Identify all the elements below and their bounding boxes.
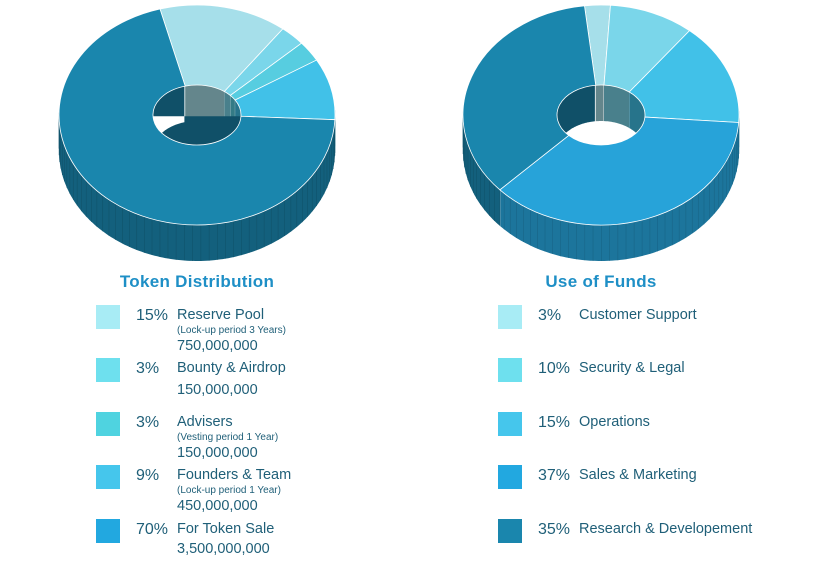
legend-label: Advisers [177,414,233,430]
legend-amount: 3,500,000,000 [177,541,270,557]
legend-label: Sales & Marketing [579,467,697,483]
legend-percent: 35% [538,521,571,538]
legend-swatch [498,358,522,382]
legend-swatch [96,358,120,382]
legend-percent: 15% [538,414,571,431]
legend-label: For Token Sale [177,521,275,537]
legend-swatch [498,465,522,489]
slice-research-developement [462,5,597,191]
legend-amount: 450,000,000 [177,498,258,514]
slice-security-legal-inner [604,85,629,128]
legend-percent: 15% [136,307,169,324]
legend-label: Research & Developement [579,521,753,537]
legend-percent: 10% [538,360,571,377]
legend-swatch [96,465,120,489]
slice-sales-marketing [499,116,740,226]
legend-label: Customer Support [579,307,697,323]
legend-label: Reserve Pool [177,307,265,323]
token-distribution-donut [58,4,336,261]
slice-reserve-pool [159,4,284,93]
legend-percent: 9% [136,467,160,484]
slice-for-token-sale-side [59,110,335,261]
legend-percent: 3% [136,360,160,377]
legend-swatch [498,305,522,329]
legend-note: (Lock-up period 3 Years) [177,325,286,336]
legend-swatch [96,305,120,329]
slice-research-developement-inner [557,85,595,153]
legend-percent: 70% [136,521,169,538]
use-of-funds-donut [462,4,740,261]
token-distribution-title: Token Distribution [119,272,275,291]
legend-amount: 150,000,000 [177,382,258,398]
slice-research-developement-side [463,111,500,226]
legend-swatch [498,412,522,436]
slice-customer-support-inner [595,85,604,122]
legend-amount: 150,000,000 [177,445,258,461]
slice-for-token-sale [58,8,336,226]
legend-percent: 3% [538,307,562,324]
legend-note: (Vesting period 1 Year) [177,432,279,443]
legend-percent: 3% [136,414,160,431]
legend-label: Founders & Team [177,467,292,483]
legend-swatch [96,519,120,543]
legend-label: Security & Legal [579,360,685,376]
use-of-funds-title: Use of Funds [545,272,657,291]
legend-amount: 750,000,000 [177,338,258,354]
legend-label: Operations [579,414,650,430]
legend-label: Bounty & Airdrop [177,360,286,376]
slice-operations [628,30,740,123]
legend-note: (Lock-up period 1 Year) [177,485,281,496]
legend-percent: 37% [538,467,571,484]
legend-swatch [96,412,120,436]
legend-swatch [498,519,522,543]
slice-for-token-sale-inner [153,86,241,153]
